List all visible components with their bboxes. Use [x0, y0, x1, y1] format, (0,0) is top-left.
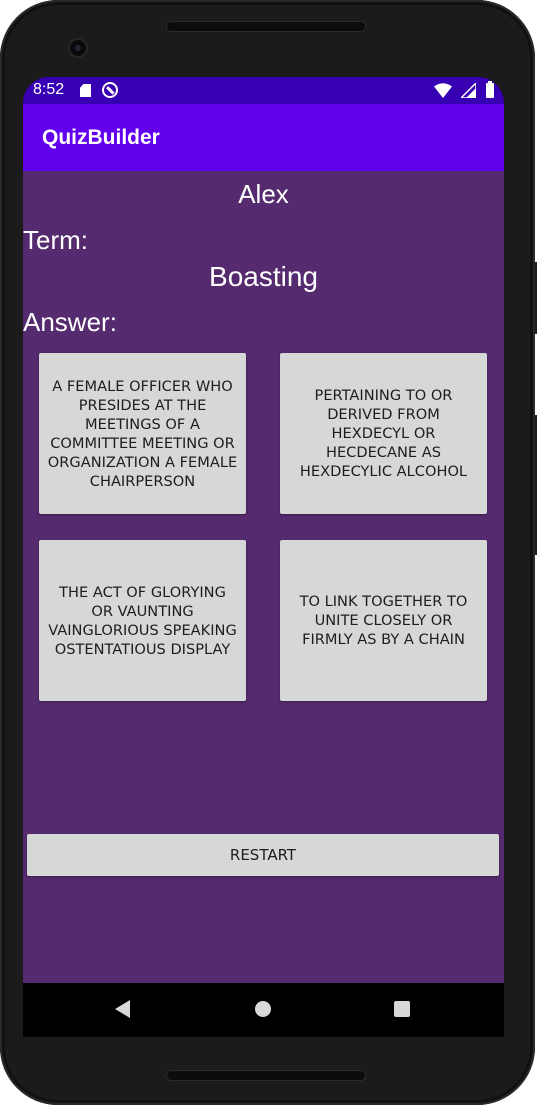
cellular-icon [461, 83, 476, 98]
player-name: Alex [238, 179, 289, 209]
power-button [534, 262, 537, 334]
screen: 8:52 QuizBuilder Alex Term: Boasting Ans… [23, 77, 504, 1037]
home-icon[interactable] [255, 1001, 271, 1017]
sync-icon [102, 82, 118, 98]
app-title: QuizBuilder [42, 126, 160, 149]
answer-button-2[interactable]: PERTAINING TO OR DERIVED FROM HEXDECYL O… [280, 353, 487, 514]
front-camera [68, 38, 88, 58]
answer-button-4[interactable]: TO LINK TOGETHER TO UNITE CLOSELY OR FIR… [280, 540, 487, 701]
status-time: 8:52 [33, 81, 65, 98]
answer-button-1[interactable]: A FEMALE OFFICER WHO PRESIDES AT THE MEE… [39, 353, 246, 514]
status-bar: 8:52 [23, 77, 504, 104]
app-bar: QuizBuilder [23, 104, 504, 171]
sd-card-icon [80, 84, 91, 97]
battery-icon [486, 81, 494, 98]
wifi-icon [434, 83, 452, 98]
restart-button[interactable]: RESTART [27, 834, 499, 876]
navigation-bar [23, 983, 504, 1037]
earpiece-speaker [166, 21, 366, 32]
bottom-speaker [166, 1070, 366, 1081]
term-value: Boasting [209, 261, 318, 292]
term-label: Term: [23, 225, 88, 255]
back-icon[interactable] [115, 1000, 130, 1018]
answer-label: Answer: [23, 307, 117, 337]
volume-button [534, 415, 537, 555]
recents-icon[interactable] [394, 1001, 410, 1017]
answer-button-3[interactable]: THE ACT OF GLORYING OR VAUNTING VAINGLOR… [39, 540, 246, 701]
quiz-content: Alex Term: Boasting Answer: A FEMALE OFF… [23, 171, 504, 983]
